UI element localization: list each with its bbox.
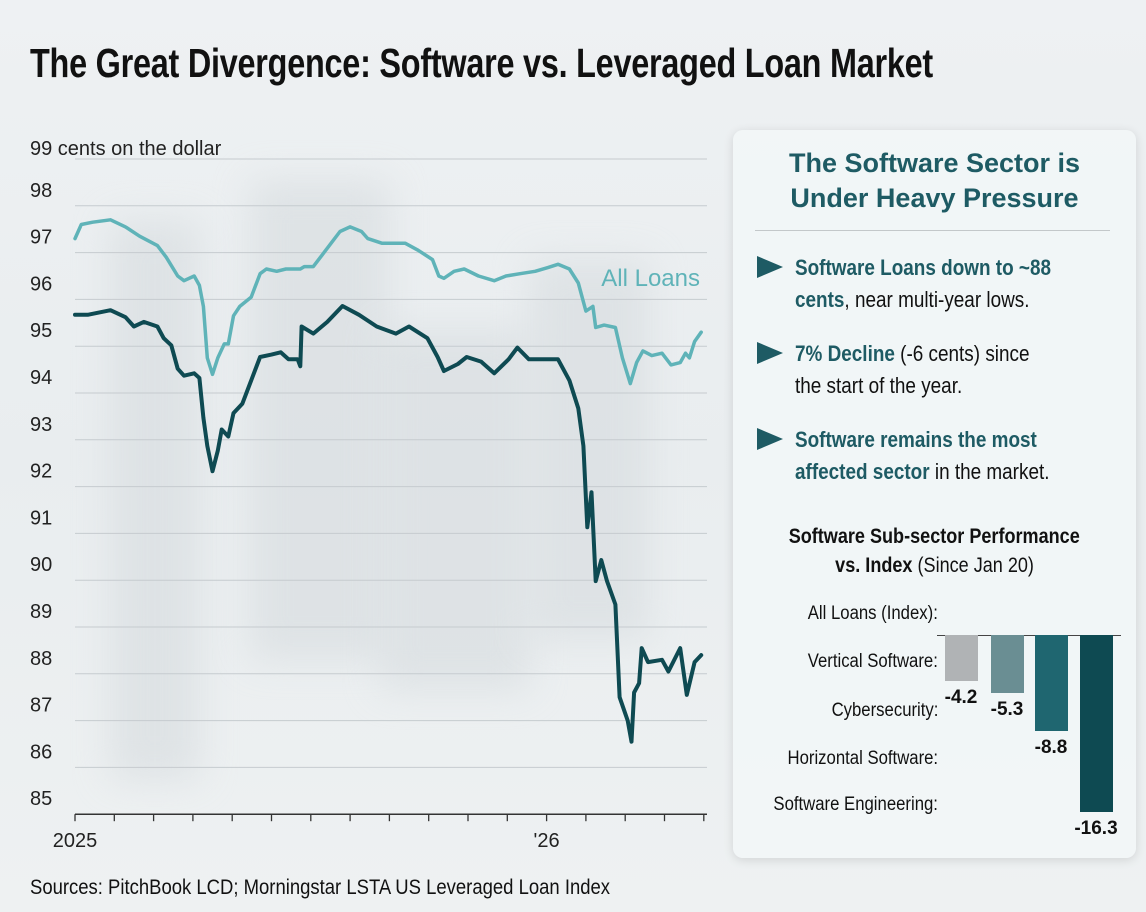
page-title: The Great Divergence: Software vs. Lever… xyxy=(30,40,933,86)
y-tick-label: 88 xyxy=(30,648,52,670)
bar-value-label: -8.8 xyxy=(1034,736,1068,758)
bar-baseline xyxy=(937,635,1121,636)
x-tick-label: '26 xyxy=(534,830,560,852)
bar-value-label: -16.3 xyxy=(1074,818,1118,840)
arrowhead-icon xyxy=(757,342,783,364)
bar-title-bold: Software Sub-sector Performance xyxy=(788,525,1081,548)
x-tick-label: 2025 xyxy=(53,830,98,852)
bar-title-bold: vs. Index xyxy=(835,554,913,577)
insight-panel: The Software Sector is Under Heavy Press… xyxy=(733,130,1136,858)
bullet-text: in the market. xyxy=(929,459,1050,484)
bar-chart-title: Software Sub-sector Performance vs. Inde… xyxy=(733,522,1136,580)
panel-title-line: The Software Sector is xyxy=(788,148,1081,178)
sources-note: Sources: PitchBook LCD; Morningstar LSTA… xyxy=(30,876,611,899)
bar-value-label: -5.3 xyxy=(990,698,1024,720)
bullet-bold: Software remains the most xyxy=(795,427,1037,452)
bar xyxy=(945,635,978,681)
y-tick-label: 98 xyxy=(30,180,52,202)
y-tick-label: 92 xyxy=(30,461,52,483)
bullet-bold: Software Loans down to ~88 xyxy=(795,255,1051,280)
background-shape xyxy=(110,220,200,780)
y-tick-label: 94 xyxy=(30,367,52,389)
bar xyxy=(1080,635,1113,813)
bullet-bold: affected sector xyxy=(795,459,930,484)
bar-title-normal: (Since Jan 20) xyxy=(912,554,1034,577)
background-shape xyxy=(380,330,530,690)
y-tick-label: 87 xyxy=(30,695,52,717)
y-tick-label: 95 xyxy=(30,320,52,342)
bar xyxy=(991,635,1024,693)
index-label: All Loans (Index): xyxy=(807,603,938,624)
divider xyxy=(755,230,1110,231)
y-tick-label: 96 xyxy=(30,273,52,295)
bullet-text: the start of the year. xyxy=(795,373,963,398)
bar xyxy=(1035,635,1068,731)
bullet-text: (-6 cents) since xyxy=(894,341,1030,366)
software-loans-line xyxy=(73,304,704,744)
bullet-bold: cents xyxy=(795,287,845,312)
y-tick-label: 85 xyxy=(30,788,52,810)
panel-title-line: Under Heavy Pressure xyxy=(790,183,1079,213)
bar-category-label: Cybersecurity: xyxy=(831,700,938,721)
y-tick-label: 91 xyxy=(30,507,52,529)
bullet-text: , near multi-year lows. xyxy=(844,287,1030,312)
y-tick-label: 86 xyxy=(30,741,52,763)
bar-category-label: Horizontal Software: xyxy=(787,748,938,769)
bar-category-label: Software Engineering: xyxy=(773,794,938,815)
panel-title: The Software Sector is Under Heavy Press… xyxy=(733,146,1136,216)
y-tick-label: 93 xyxy=(30,414,52,436)
bullet-bold: 7% Decline xyxy=(795,341,895,366)
arrowhead-icon xyxy=(757,428,783,450)
bar-value-label: -4.2 xyxy=(944,686,978,708)
all-loans-series-label: All Loans xyxy=(601,265,700,292)
arrowhead-icon xyxy=(757,256,783,278)
y-tick-label: 89 xyxy=(30,601,52,623)
y-tick-label: 97 xyxy=(30,227,52,249)
all-loans-line xyxy=(73,218,703,386)
y-tick-label: 99 cents on the dollar xyxy=(30,138,222,160)
bar-category-label: Vertical Software: xyxy=(807,651,938,672)
y-tick-label: 90 xyxy=(30,554,52,576)
background-shape xyxy=(530,260,650,640)
